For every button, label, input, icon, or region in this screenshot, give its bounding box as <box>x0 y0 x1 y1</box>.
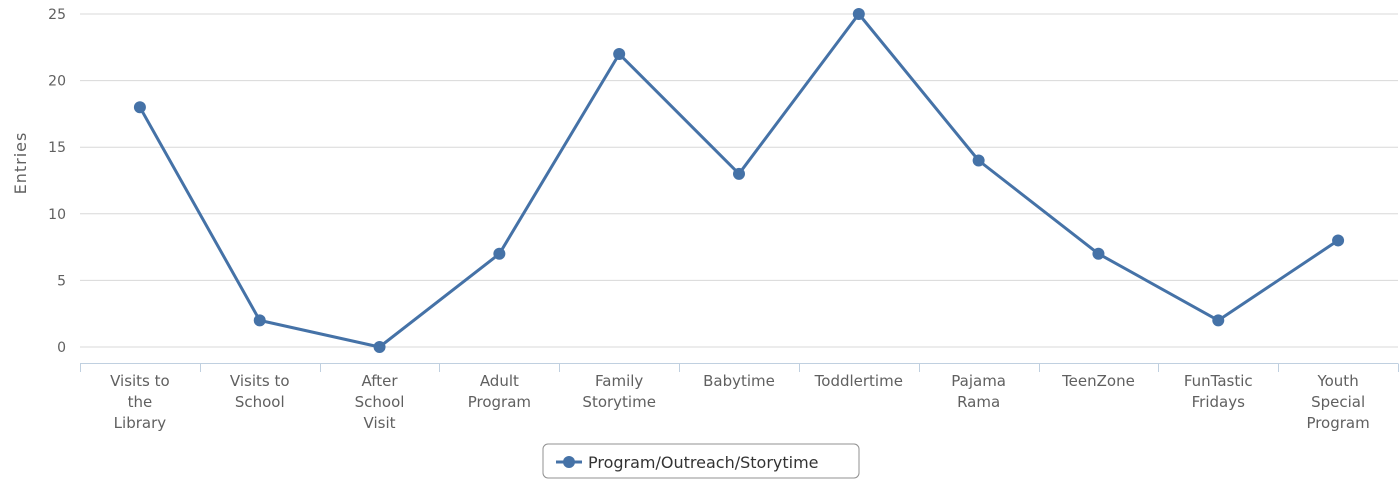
data-point[interactable] <box>133 101 146 114</box>
grid-lines <box>80 13 1398 348</box>
data-point[interactable] <box>1212 314 1225 327</box>
data-point[interactable] <box>373 341 386 353</box>
data-point[interactable] <box>1332 234 1345 247</box>
data-point[interactable] <box>852 8 865 20</box>
y-tick-label: 0 <box>57 340 66 356</box>
data-point[interactable] <box>253 314 266 327</box>
y-tick-label: 5 <box>57 273 66 289</box>
x-tick-label: FunTastic Fridays <box>1184 372 1253 411</box>
y-axis: 0 5 10 15 20 25 <box>48 7 66 356</box>
series-line <box>138 12 1340 349</box>
y-tick-label: 10 <box>48 207 66 223</box>
legend-series-label[interactable]: Program/Outreach/Storytime <box>588 453 819 472</box>
x-tick-label: Babytime <box>703 372 775 390</box>
data-point[interactable] <box>493 247 506 260</box>
data-point[interactable] <box>613 47 626 60</box>
y-tick-label: 25 <box>48 7 66 23</box>
x-tick-label: Youth Special Program <box>1306 372 1369 432</box>
legend[interactable]: Program/Outreach/Storytime <box>542 443 860 479</box>
y-tick-label: 15 <box>48 140 66 156</box>
data-point[interactable] <box>733 167 745 180</box>
x-tick-label: TeenZone <box>1061 372 1135 390</box>
y-tick-label: 20 <box>48 74 66 90</box>
series-layer <box>133 8 1345 353</box>
legend-series-marker <box>563 456 575 468</box>
x-axis: Visits to the Library Visits to School After S… <box>80 363 1399 432</box>
x-tick-label: Pajama Rama <box>951 372 1006 411</box>
x-tick-label: Visits to School <box>230 372 290 411</box>
data-point[interactable] <box>972 154 985 167</box>
x-tick-label: After School Visit <box>355 372 405 432</box>
x-tick-label: Adult Program <box>468 372 531 411</box>
x-tick-label: Visits to the Library <box>110 372 170 432</box>
legend-box <box>542 443 860 479</box>
y-axis-title: Entries <box>11 132 30 195</box>
x-tick-label: Toddlertime <box>814 372 903 390</box>
x-tick-label: Family Storytime <box>582 372 656 411</box>
data-point[interactable] <box>1092 247 1105 260</box>
